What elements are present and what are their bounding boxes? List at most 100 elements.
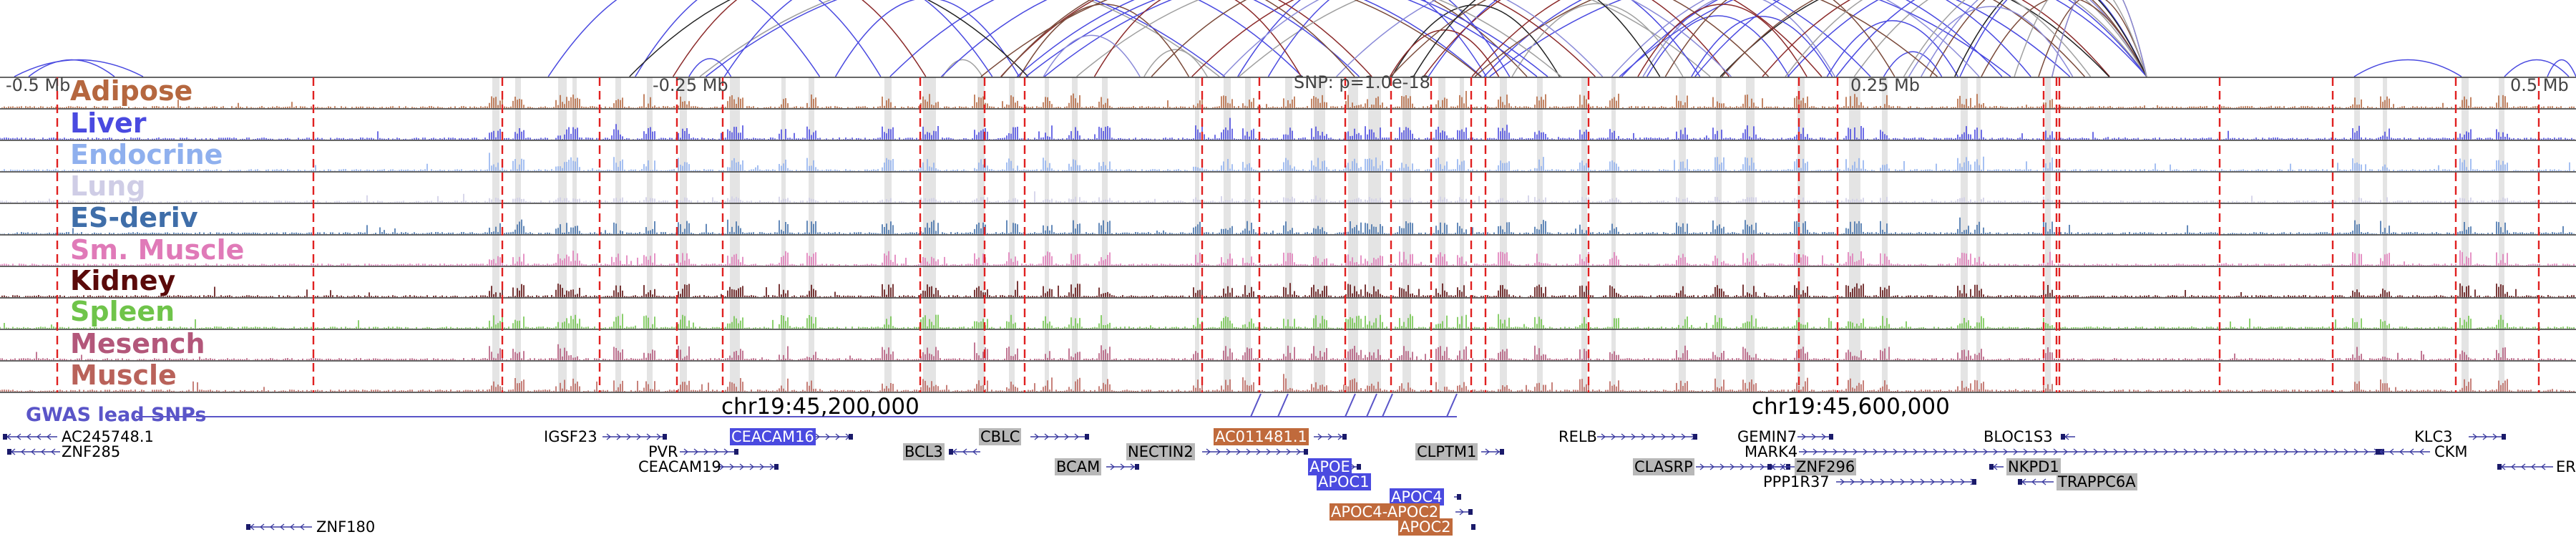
gene-exon	[1471, 524, 1475, 530]
interaction-arc	[1954, 0, 2147, 77]
axis-left-label: -0.5 Mb	[6, 75, 71, 95]
strand-arrow	[2353, 448, 2359, 455]
strand-arrow	[1661, 433, 1667, 440]
strand-arrow	[1206, 448, 1211, 455]
strand-arrow	[1823, 448, 1828, 455]
strand-arrow	[606, 433, 612, 440]
strand-arrow	[1933, 448, 1938, 455]
strand-arrow	[36, 433, 42, 440]
signal-track	[0, 250, 2575, 266]
track-separators	[0, 77, 2576, 393]
gene-label: APOC2	[1398, 518, 1453, 536]
interaction-arc	[1044, 0, 1548, 77]
interaction-arc	[672, 0, 927, 77]
gene-exon	[1500, 449, 1504, 455]
signal-track	[0, 153, 2575, 171]
strand-arrow	[2041, 478, 2046, 485]
interaction-arc	[1025, 0, 1538, 77]
interaction-arc	[1642, 0, 1835, 77]
strand-arrow	[2133, 448, 2139, 455]
strand-arrow	[1740, 463, 1745, 470]
strand-arrow	[46, 433, 52, 440]
strand-arrow	[1893, 448, 1898, 455]
interaction-arc	[1428, 0, 1701, 77]
strand-arrow	[1850, 478, 1855, 485]
strand-arrow	[1054, 433, 1060, 440]
interaction-arc	[635, 0, 882, 77]
strand-arrow	[2073, 448, 2079, 455]
strand-arrow	[2033, 448, 2039, 455]
strand-arrow	[1813, 448, 1818, 455]
strand-arrow	[2530, 463, 2536, 470]
interaction-arc	[1787, 0, 2147, 77]
interaction-arc	[1222, 0, 1604, 77]
strand-arrow	[2093, 448, 2099, 455]
interaction-arc	[1959, 0, 2147, 77]
interaction-arc	[699, 0, 1220, 77]
gene-label: CKM	[2434, 443, 2468, 460]
gene-label: CLASRP	[1633, 458, 1694, 475]
gwas-connector	[1382, 393, 1393, 417]
strand-arrow	[1226, 448, 1231, 455]
interaction-arc	[1151, 0, 1528, 77]
strand-arrow	[713, 448, 719, 455]
strand-arrow	[1064, 433, 1070, 440]
gene-label: ZNF285	[62, 443, 121, 460]
gene-exon	[663, 434, 667, 440]
strand-arrow	[1853, 448, 1858, 455]
interaction-arc	[1903, 0, 2147, 77]
interaction-arc	[1981, 0, 2147, 77]
gene-label: APOC1	[1317, 473, 1371, 490]
strand-arrow	[2193, 448, 2199, 455]
strand-arrow	[2183, 448, 2189, 455]
strand-arrow	[1880, 478, 1885, 485]
interaction-arc	[941, 0, 1360, 77]
gene-exon	[2497, 464, 2502, 470]
gene-exon	[2018, 479, 2022, 485]
strand-arrow	[2492, 433, 2498, 440]
gene-label: APOC4	[1390, 488, 1444, 505]
strand-arrow	[2031, 478, 2036, 485]
strand-arrow	[1296, 448, 1302, 455]
strand-arrow	[1870, 478, 1875, 485]
strand-arrow	[1833, 448, 1838, 455]
snp-pvalue-label: SNP: p=1.0e-18	[1294, 72, 1430, 92]
strand-arrow	[2203, 448, 2209, 455]
interaction-arc	[1016, 0, 1482, 77]
gene-label: ER	[2556, 458, 2576, 475]
strand-arrow	[1890, 478, 1896, 485]
interaction-arc	[1785, 0, 2092, 77]
strand-arrow	[703, 448, 709, 455]
strand-arrow	[1973, 448, 1979, 455]
interaction-arc	[2051, 0, 2147, 77]
strand-arrow	[1266, 448, 1272, 455]
strand-arrow	[279, 523, 285, 531]
strand-arrow	[1120, 463, 1126, 470]
strand-arrow	[1256, 448, 1262, 455]
track-label-liver: Liver	[70, 107, 147, 139]
strand-arrow	[1913, 448, 1918, 455]
strand-arrow	[1801, 433, 1807, 440]
interaction-arc	[1619, 0, 2071, 77]
gene-label: NECTIN2	[1126, 443, 1195, 460]
strand-arrow	[1843, 448, 1848, 455]
strand-arrow	[1993, 448, 1999, 455]
gene-label: KLC3	[2414, 428, 2453, 445]
strand-arrow	[1681, 433, 1687, 440]
strand-arrow	[1983, 448, 1989, 455]
strand-arrow	[1699, 463, 1705, 470]
strand-arrow	[2163, 448, 2169, 455]
gene-label: GEMIN7	[1737, 428, 1797, 445]
strand-arrow	[1286, 448, 1292, 455]
strand-arrow	[2273, 448, 2279, 455]
interaction-arc	[1093, 0, 1302, 77]
strand-arrow	[1671, 433, 1677, 440]
interaction-arc	[547, 0, 821, 77]
chromosome-position-2: chr19:45,600,000	[1752, 394, 1950, 420]
interaction-arc	[1664, 0, 1896, 77]
strand-arrow	[683, 448, 689, 455]
interaction-arc	[1835, 0, 2147, 77]
strand-arrow	[1923, 448, 1928, 455]
strand-arrow	[1216, 448, 1221, 455]
strand-arrow	[835, 433, 841, 440]
